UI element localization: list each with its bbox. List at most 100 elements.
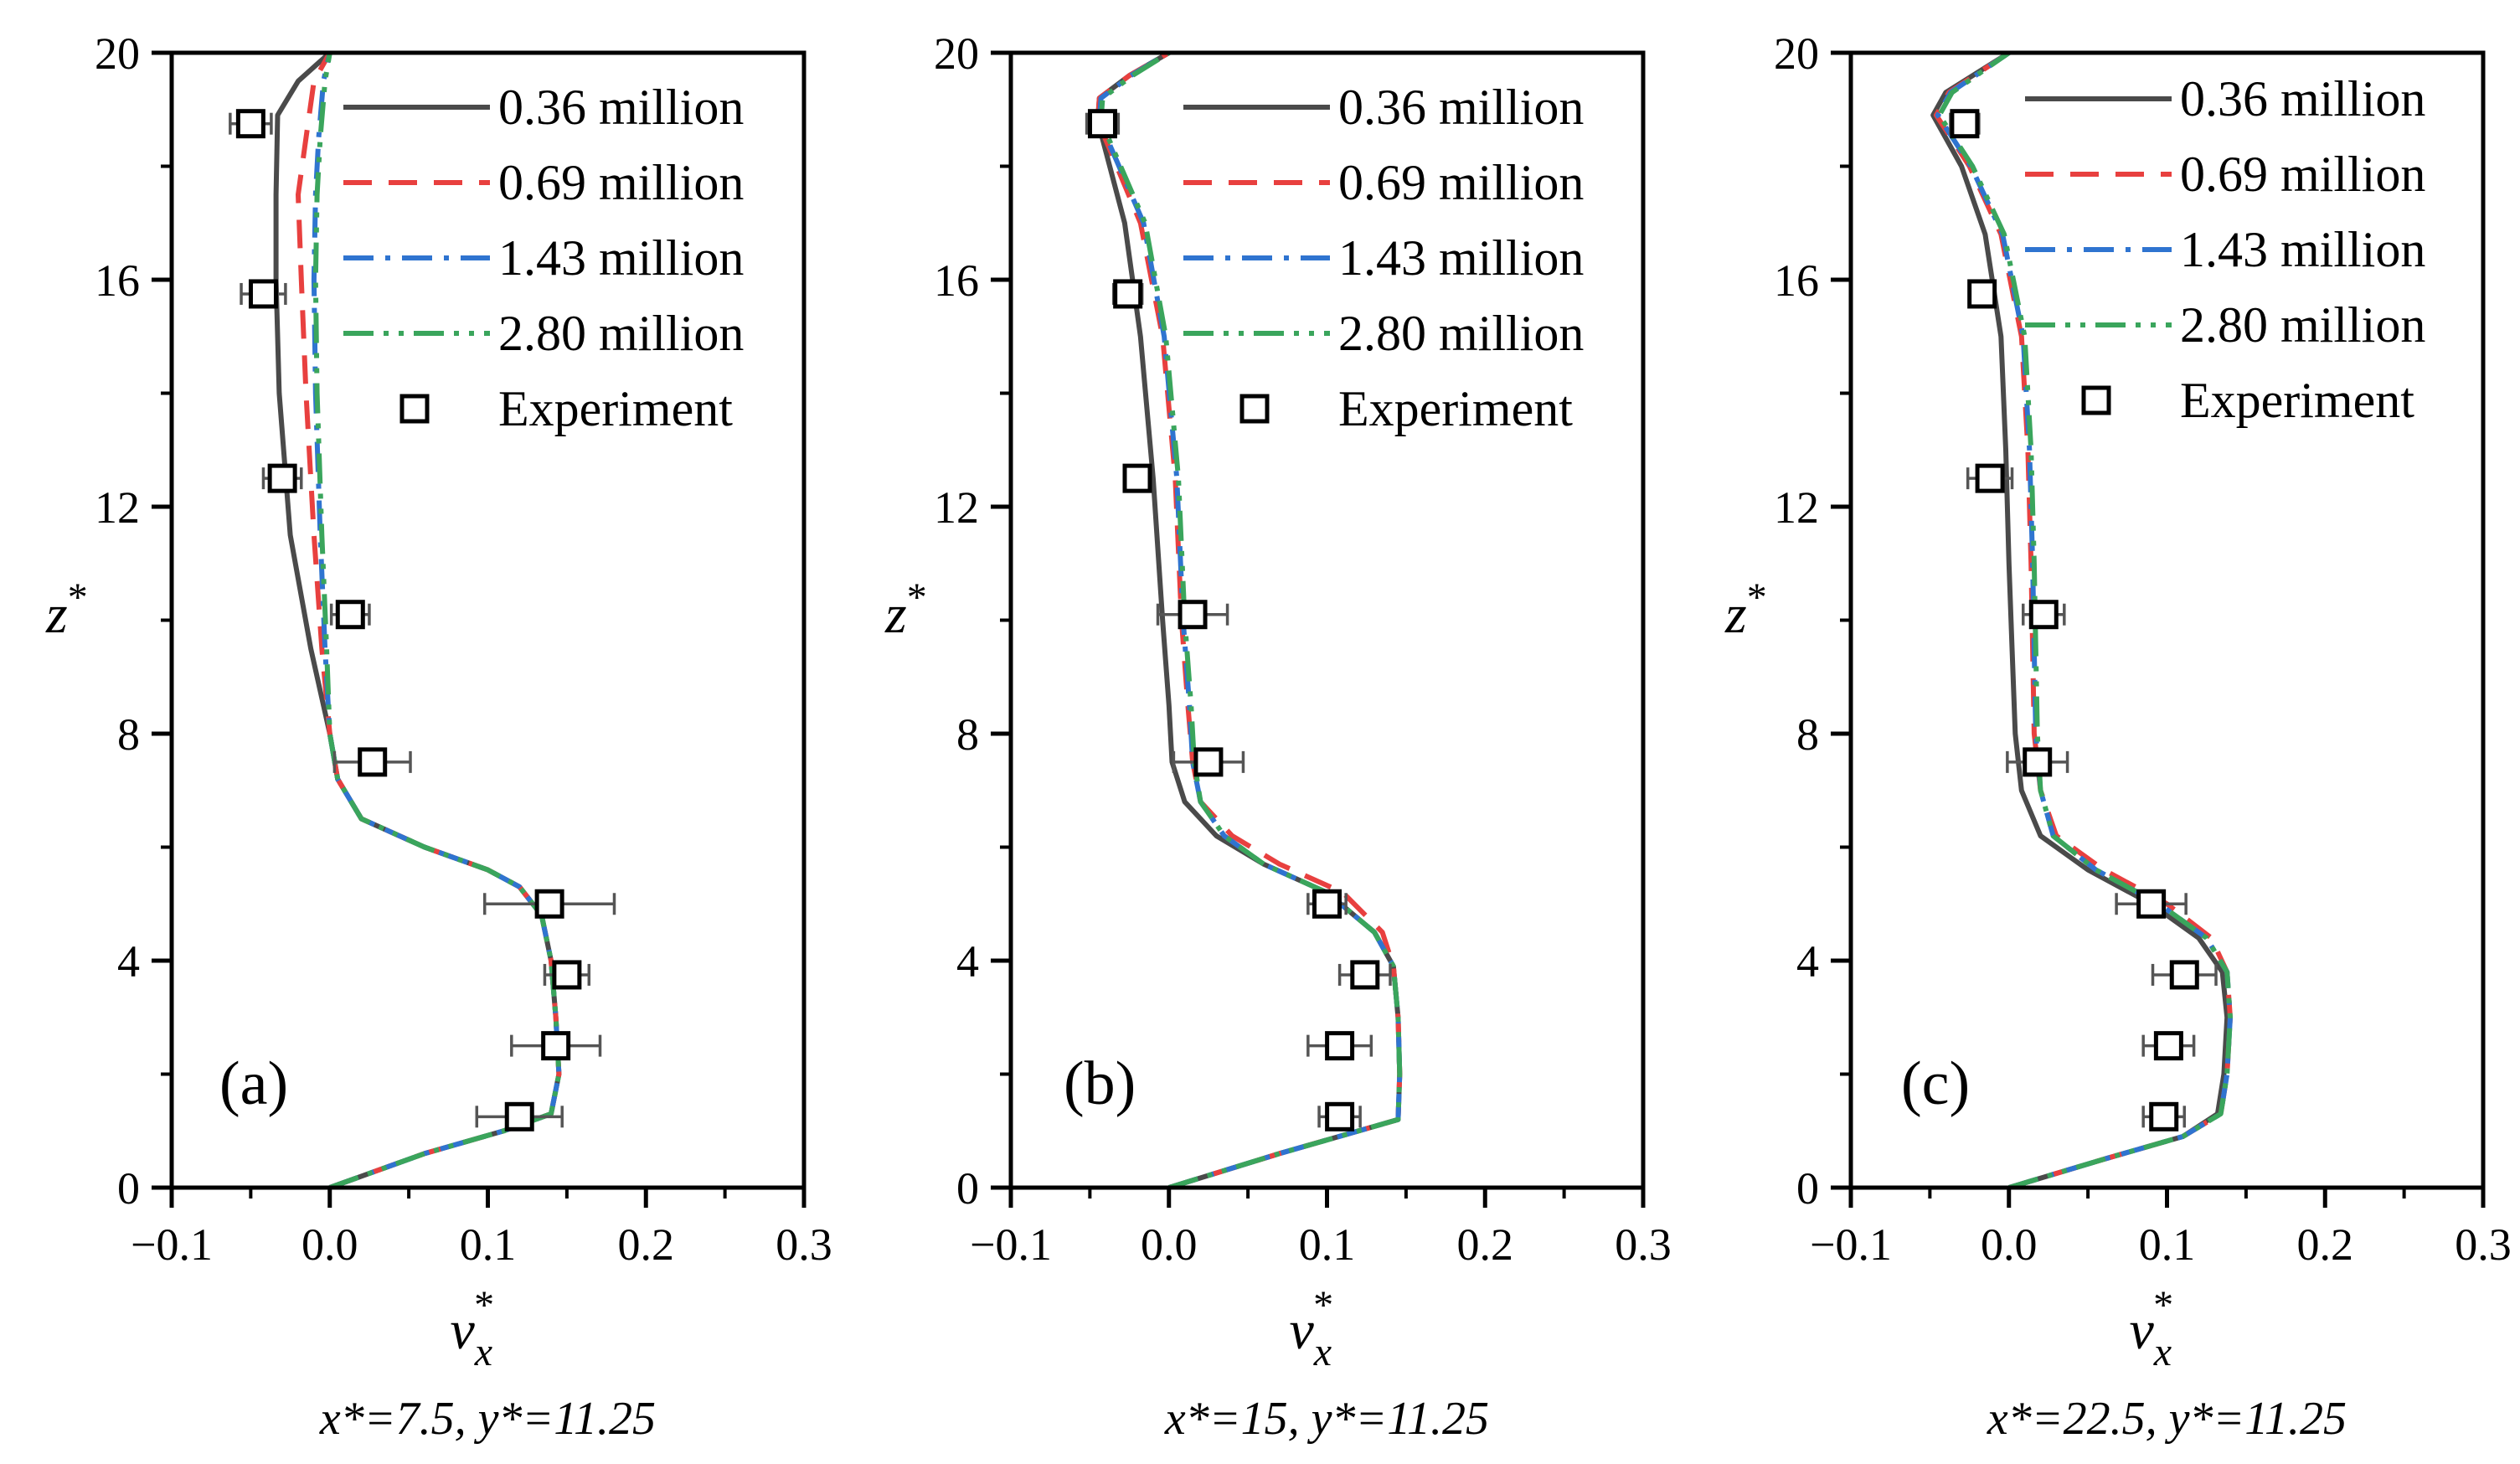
experiment-point xyxy=(2169,960,2199,990)
location-caption: x*=22.5, y*=11.25 xyxy=(1987,1393,2347,1445)
legend-label: 0.36 million xyxy=(1338,80,1584,135)
x-axis-label-main: v xyxy=(2130,1300,2155,1361)
y-tick-label: 8 xyxy=(1796,709,1819,760)
x-axis-label-sup: * xyxy=(474,1283,494,1327)
y-tick-label: 8 xyxy=(956,709,979,760)
legend-label: 2.80 million xyxy=(1338,306,1584,361)
y-axis-label: z* xyxy=(884,575,927,645)
plot-frame xyxy=(1008,50,1646,1190)
experiment-point xyxy=(1193,747,1224,777)
experiment-point xyxy=(358,747,388,777)
legend-label: 0.69 million xyxy=(2180,147,2425,202)
legend-label: 1.43 million xyxy=(498,230,744,286)
series-line-0-36-million xyxy=(1930,53,2230,1188)
y-tick-label: 16 xyxy=(934,255,979,306)
experiment-point xyxy=(248,279,278,309)
experiment-point xyxy=(1087,109,1117,139)
experiment-point xyxy=(552,960,582,990)
x-axis-label: vx* xyxy=(1290,1283,1334,1374)
x-axis-label: vx* xyxy=(2130,1283,2174,1374)
x-tick-label: 0.1 xyxy=(1299,1219,1356,1270)
experiment-point xyxy=(1967,279,1997,309)
y-tick-label: 20 xyxy=(1774,28,1819,79)
y-tick-label: 12 xyxy=(1774,482,1819,533)
y-tick-label: 0 xyxy=(1796,1163,1819,1214)
legend-swatch-experiment xyxy=(1239,394,1270,424)
experiment-point xyxy=(1325,1101,1355,1132)
y-tick-label: 16 xyxy=(95,255,140,306)
y-tick-label: 0 xyxy=(117,1163,140,1214)
x-axis-label-main: v xyxy=(451,1300,476,1361)
x-tick-label: 0.0 xyxy=(1141,1219,1198,1270)
y-axis-label-main: z xyxy=(45,584,68,645)
location-caption: x*=7.5, y*=11.25 xyxy=(319,1393,656,1445)
experiment-point xyxy=(534,889,564,919)
y-axis-label-sup: * xyxy=(907,575,927,620)
y-axis-label-main: z xyxy=(1724,584,1747,645)
x-tick-label: 0.3 xyxy=(2455,1219,2512,1270)
legend-label: 2.80 million xyxy=(2180,297,2425,353)
x-axis-label: vx* xyxy=(451,1283,495,1374)
legend-label: 2.80 million xyxy=(498,306,744,361)
x-tick-label: 0.3 xyxy=(776,1219,832,1270)
experiment-point xyxy=(2023,747,2053,777)
panel-label: (b) xyxy=(1064,1049,1136,1118)
x-axis-label-main: v xyxy=(1290,1300,1315,1361)
x-tick-label: 0.1 xyxy=(460,1219,517,1270)
x-tick-label: 0.2 xyxy=(2297,1219,2354,1270)
y-tick-label: 4 xyxy=(117,936,140,987)
panel-label: (c) xyxy=(1901,1049,1970,1118)
y-tick-label: 20 xyxy=(934,28,979,79)
y-axis-label-sup: * xyxy=(68,575,88,620)
x-tick-label: 0.2 xyxy=(618,1219,675,1270)
y-tick-label: 4 xyxy=(956,936,979,987)
experiment-point xyxy=(1975,463,2005,493)
y-tick-label: 20 xyxy=(95,28,140,79)
y-tick-label: 12 xyxy=(95,482,140,533)
experiment-point xyxy=(1122,463,1152,493)
y-tick-label: 4 xyxy=(1796,936,1819,987)
x-axis-label-sub: x xyxy=(474,1330,492,1374)
x-axis-label-sub: x xyxy=(1313,1330,1332,1374)
y-tick-label: 8 xyxy=(117,709,140,760)
y-axis-label-sup: * xyxy=(1747,575,1767,620)
series-line-1-43-million xyxy=(1096,53,1403,1188)
experiment-point xyxy=(504,1101,534,1132)
x-tick-label: 0.0 xyxy=(1981,1219,2038,1270)
experiment-point xyxy=(1113,279,1143,309)
panel-label: (a) xyxy=(219,1049,288,1118)
legend-label: Experiment xyxy=(2180,373,2414,428)
legend-swatch-experiment xyxy=(2081,385,2111,415)
experiment-point xyxy=(2136,889,2167,919)
experiment-point xyxy=(2149,1101,2179,1132)
legend-label: Experiment xyxy=(498,381,733,436)
plot-frame xyxy=(169,50,807,1190)
experiment-point xyxy=(2153,1031,2183,1061)
x-axis-label-sup: * xyxy=(1313,1283,1333,1327)
x-tick-label: −0.1 xyxy=(131,1219,213,1270)
x-tick-label: 0.0 xyxy=(301,1219,358,1270)
experiment-point xyxy=(1350,960,1380,990)
legend-label: 0.36 million xyxy=(2180,71,2425,126)
x-tick-label: 0.3 xyxy=(1615,1219,1672,1270)
x-tick-label: 0.2 xyxy=(1457,1219,1514,1270)
legend-label: 1.43 million xyxy=(1338,230,1584,286)
legend-label: 0.69 million xyxy=(1338,155,1584,210)
experiment-point xyxy=(235,109,265,139)
legend: 0.36 million 0.69 million 1.43 million 2.80… xyxy=(343,80,744,436)
legend: 0.36 million 0.69 million 1.43 million 2.80… xyxy=(1183,80,1584,436)
y-tick-label: 16 xyxy=(1774,255,1819,306)
series-line-2-80-million xyxy=(1098,53,1403,1188)
x-tick-label: 0.1 xyxy=(2139,1219,2196,1270)
legend-swatch-experiment xyxy=(399,394,430,424)
experiment-point xyxy=(1950,109,1980,139)
experiment-point xyxy=(1312,889,1342,919)
location-caption: x*=15, y*=11.25 xyxy=(1164,1393,1489,1445)
experiment-point xyxy=(1178,600,1208,630)
series-line-0-36-million xyxy=(273,53,562,1188)
x-tick-label: −0.1 xyxy=(970,1219,1052,1270)
